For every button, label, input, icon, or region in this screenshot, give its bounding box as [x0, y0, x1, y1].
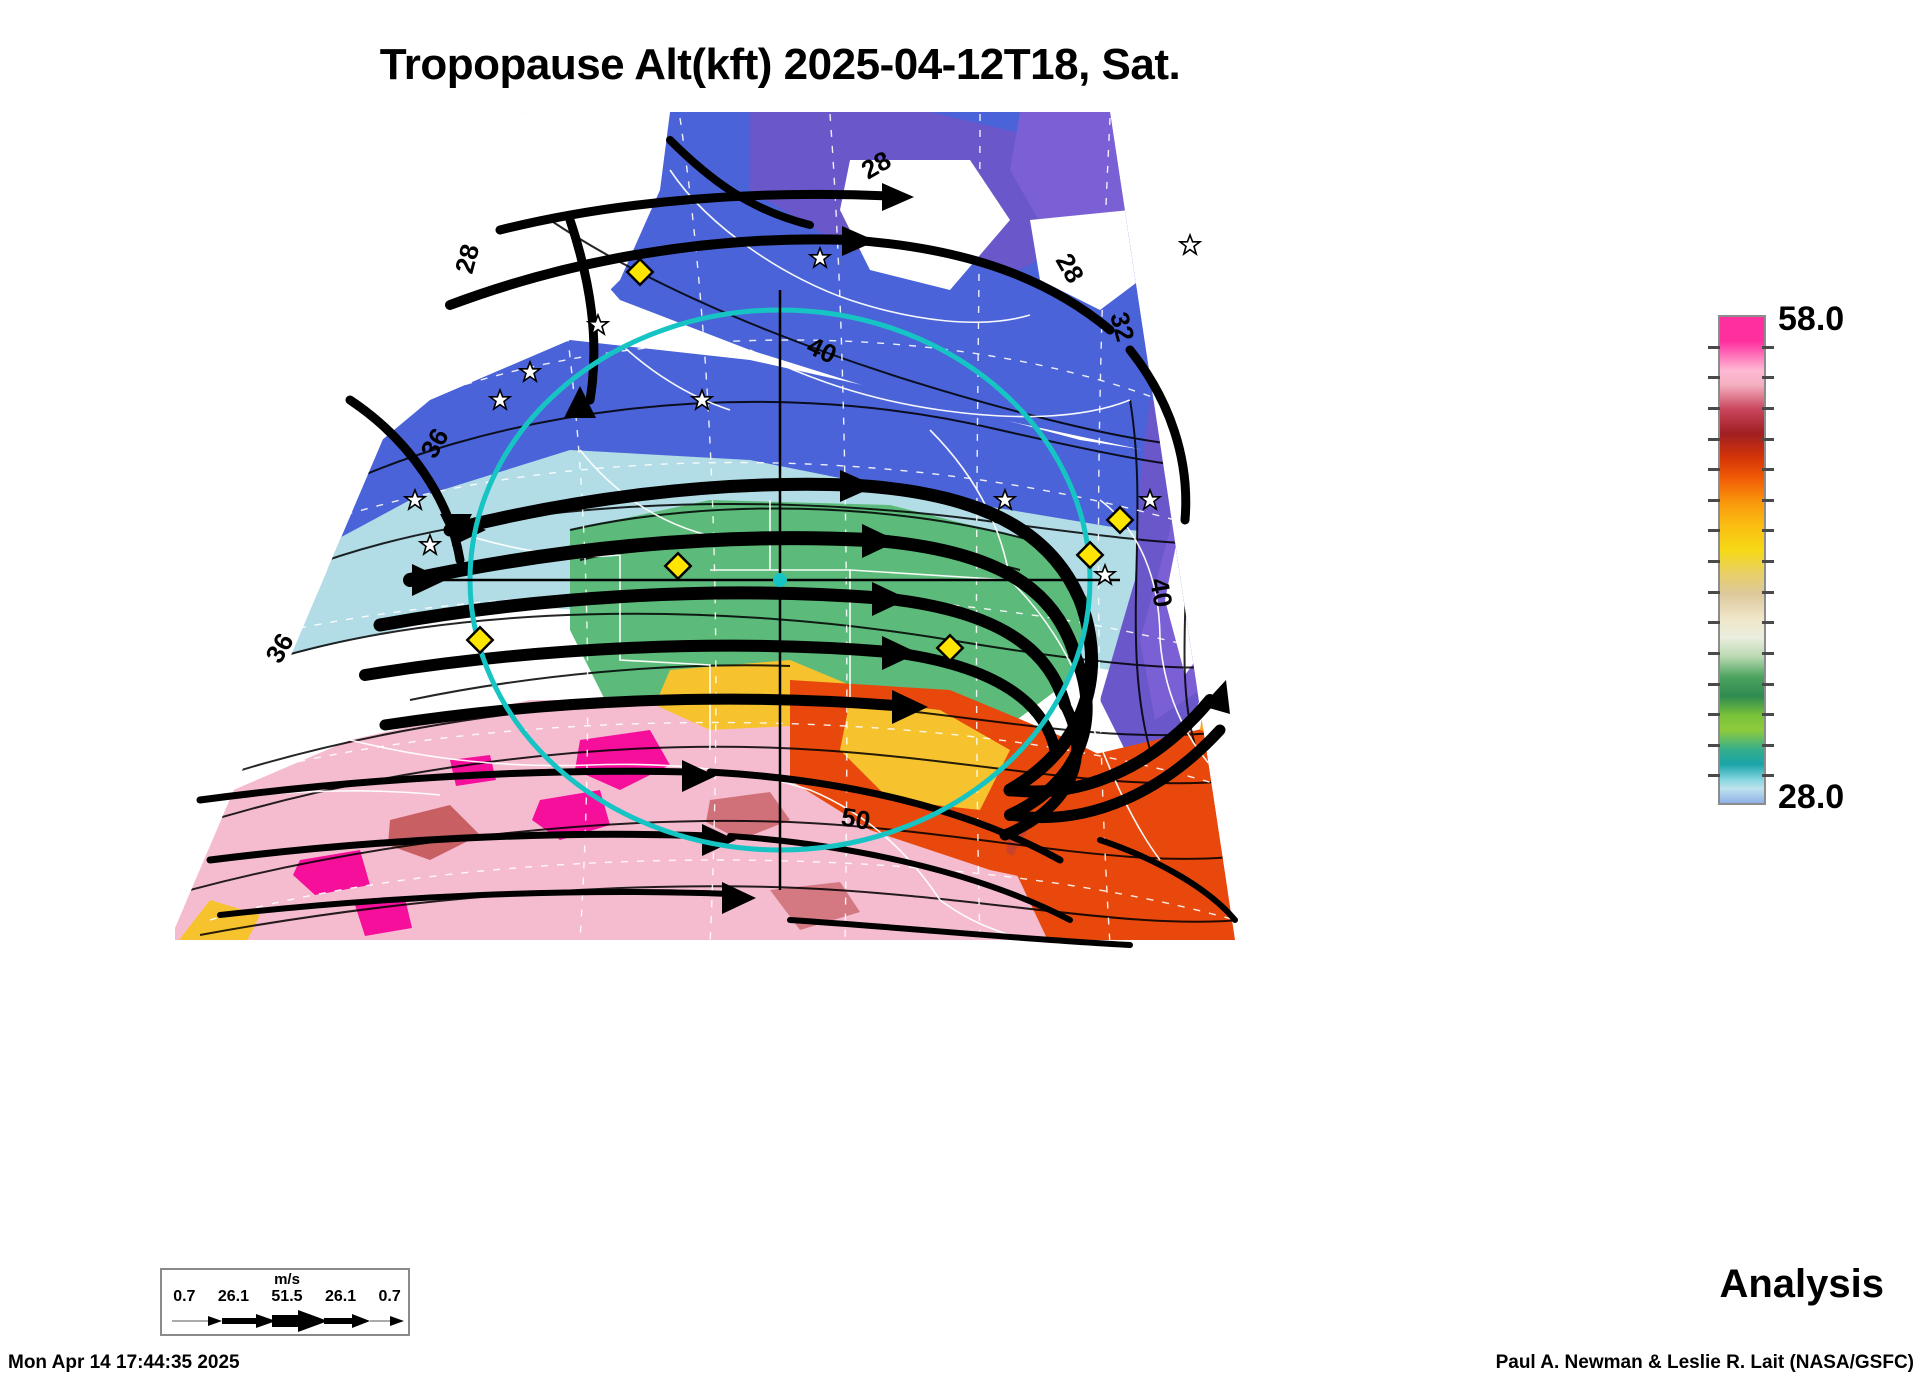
colorbar-tick — [1708, 529, 1720, 533]
colorbar-tick — [1762, 345, 1774, 349]
colorbar-tick — [1762, 406, 1774, 410]
colorbar-tick — [1708, 560, 1720, 563]
credit-line: Paul A. Newman & Leslie R. Lait (NASA/GS… — [1495, 1352, 1914, 1373]
colorbar-gradient — [1718, 315, 1766, 805]
colorbar-tick — [1762, 560, 1774, 563]
colorbar-tick — [1708, 437, 1720, 441]
colorbar-tick — [1762, 498, 1774, 502]
wind-streamlines — [196, 136, 1238, 948]
wind-legend-value-2: 51.5 — [271, 1288, 303, 1305]
range-ring — [440, 290, 1120, 890]
colorbar-ticks-right — [1762, 315, 1774, 805]
colorbar-tick — [1708, 774, 1720, 778]
wind-legend-value-0: 0.7 — [173, 1288, 196, 1305]
map-contour-fill — [170, 106, 1235, 940]
colorbar-tick — [1708, 406, 1720, 410]
station-markers-diamond[interactable] — [465, 257, 1135, 663]
colorbar-max-label: 58.0 — [1778, 300, 1845, 338]
colorbar-tick — [1762, 621, 1774, 625]
analysis-label: Analysis — [1719, 1262, 1884, 1306]
page-title: Tropopause Alt(kft) 2025-04-12T18, Sat. — [379, 40, 1181, 89]
colorbar-tick — [1708, 621, 1720, 625]
colorbar-tick — [1708, 743, 1720, 747]
colorbar-tick — [1762, 376, 1774, 380]
wind-legend-arrow-icons — [172, 1310, 404, 1332]
wind-legend-value-1: 26.1 — [217, 1288, 249, 1305]
colorbar-tick — [1708, 651, 1720, 655]
map-panel[interactable]: 28 28 28 32 36 36 40 40 50 — [150, 100, 1280, 980]
colorbar-tick — [1708, 468, 1720, 472]
colorbar-min-label: 28.0 — [1778, 778, 1845, 816]
wind-legend-value-3: 26.1 — [324, 1288, 357, 1305]
colorbar-tick — [1708, 498, 1720, 502]
colorbar-tick — [1762, 529, 1774, 533]
colorbar: 58.0 28.0 — [1700, 300, 1910, 820]
station-markers-star[interactable] — [402, 232, 1203, 586]
tropopause-map[interactable]: 28 28 28 32 36 36 40 40 50 — [150, 100, 1280, 980]
colorbar-tick — [1762, 468, 1774, 472]
wind-legend-values: 0.7 26.1 51.5 26.1 0.7 — [162, 1288, 412, 1306]
render-timestamp: Mon Apr 14 17:44:35 2025 — [8, 1352, 240, 1373]
colorbar-tick — [1762, 437, 1774, 441]
colorbar-tick — [1762, 590, 1774, 594]
colorbar-ticks-left — [1708, 315, 1720, 805]
colorbar-tick — [1762, 774, 1774, 778]
colorbar-tick — [1708, 713, 1720, 717]
contour-label-50: 50 — [839, 801, 873, 836]
colorbar-tick — [1762, 682, 1774, 686]
wind-legend-value-4: 0.7 — [378, 1288, 401, 1305]
colorbar-tick — [1708, 376, 1720, 380]
wind-legend-unit-label: m/s — [274, 1271, 300, 1288]
colorbar-tick — [1762, 743, 1774, 747]
colorbar-tick — [1708, 345, 1720, 349]
wind-arrowheads — [412, 183, 1230, 914]
colorbar-tick — [1762, 713, 1774, 717]
wind-scale-legend: m/s 0.7 26.1 51.5 26.1 0.7 — [160, 1268, 410, 1336]
colorbar-tick — [1762, 651, 1774, 655]
contour-label-40b: 40 — [1144, 576, 1179, 610]
colorbar-tick — [1708, 682, 1720, 686]
colorbar-tick — [1708, 590, 1720, 594]
